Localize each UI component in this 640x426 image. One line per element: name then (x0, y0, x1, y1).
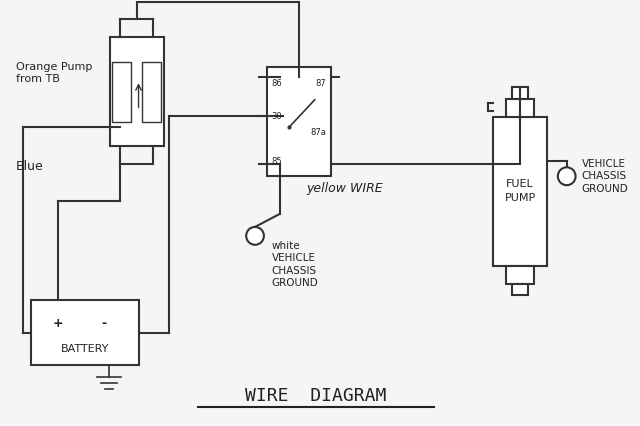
Bar (109, 37, 164, 147)
Circle shape (246, 227, 264, 245)
Text: VEHICLE
CHASSIS
GROUND: VEHICLE CHASSIS GROUND (582, 159, 628, 194)
Text: white
VEHICLE
CHASSIS
GROUND: white VEHICLE CHASSIS GROUND (272, 241, 319, 288)
Bar (506, 99, 534, 117)
Circle shape (558, 167, 575, 185)
Text: Blue: Blue (16, 160, 44, 173)
Text: 87: 87 (315, 79, 326, 88)
Text: 30: 30 (272, 112, 282, 121)
Text: +: + (52, 317, 63, 330)
Bar (31, 300, 139, 365)
Text: yellow WIRE: yellow WIRE (306, 181, 383, 195)
Bar (112, 62, 131, 122)
Text: Orange Pump
from TB: Orange Pump from TB (16, 62, 93, 83)
Bar (512, 284, 528, 296)
Bar (493, 117, 547, 266)
Text: FUEL
PUMP: FUEL PUMP (504, 179, 536, 203)
Text: 86: 86 (272, 79, 282, 88)
Bar (267, 67, 331, 176)
Text: 87a: 87a (310, 128, 326, 137)
Text: -: - (102, 317, 107, 330)
Text: BATTERY: BATTERY (61, 344, 109, 354)
Bar (512, 87, 528, 99)
Text: 85: 85 (272, 157, 282, 166)
Bar (142, 62, 161, 122)
Bar (506, 266, 534, 284)
Text: WIRE  DIAGRAM: WIRE DIAGRAM (245, 387, 387, 405)
